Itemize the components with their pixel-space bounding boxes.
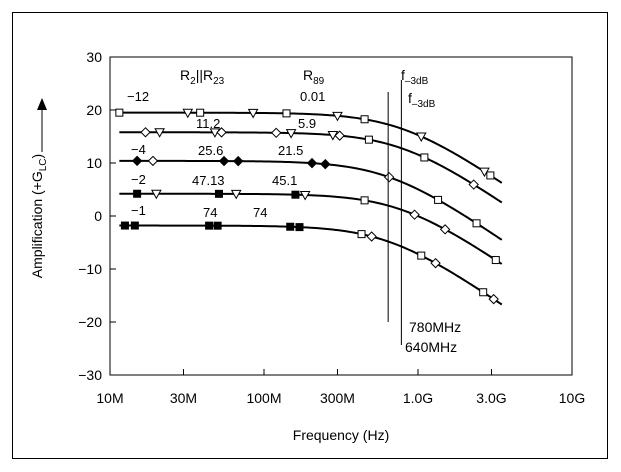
x-tick-label-1: 30M	[170, 390, 197, 406]
series-line-3	[119, 192, 503, 265]
marker-s0-3	[247, 108, 259, 119]
x-tick-label-2: 100M	[246, 390, 281, 406]
marker-s1-4	[270, 127, 282, 139]
y-tick-label-2: 10	[86, 155, 102, 171]
marker-s4-5	[295, 223, 304, 232]
marker-s1-3	[216, 127, 227, 138]
marker-s0-6	[360, 115, 369, 124]
x-tick-label-6: 10G	[559, 390, 585, 406]
marker-s4-2	[205, 221, 214, 230]
marker-s2-8	[472, 219, 481, 228]
marker-s3-9	[491, 256, 500, 265]
marker-s0-1	[196, 108, 205, 117]
marker-s0-9	[486, 171, 495, 180]
r2-value-3: 47.13	[192, 173, 225, 188]
marker-s2-4	[306, 157, 318, 169]
marker-s4-9	[430, 257, 441, 269]
y-tick-label-4: −10	[78, 261, 102, 277]
marker-s4-4	[286, 222, 295, 231]
marker-s3-0	[133, 189, 142, 198]
marker-s2-5	[320, 158, 331, 170]
marker-s4-3	[213, 221, 222, 230]
marker-s4-0	[120, 221, 129, 230]
y-axis-label: Amplification (+GLC)	[29, 154, 49, 278]
r2-value-2: 25.6	[198, 143, 223, 158]
series-markers	[115, 108, 500, 305]
r89-value-1: 5.9	[298, 116, 316, 131]
marker-s4-10	[479, 288, 488, 297]
gain-label-2: −4	[131, 142, 146, 157]
marker-s1-8	[364, 135, 373, 144]
marker-s3-6	[360, 196, 369, 205]
series-line-4	[119, 224, 503, 306]
marker-s1-1	[154, 128, 165, 138]
x-tick-label-4: 1.0G	[403, 390, 433, 406]
plot-area: 30 20 10 0 −10 −20 −30 10M 30M 100M 300M 1.0G 3.0G 10…	[29, 49, 585, 443]
marker-s4-8	[417, 251, 426, 260]
marker-s0-2	[182, 108, 194, 119]
f3db-label-640: f–3dB	[408, 90, 436, 110]
marker-s3-5	[299, 191, 311, 201]
marker-s2-2	[218, 155, 230, 167]
r89-value-3: 45.1	[272, 173, 297, 188]
marker-s3-3	[230, 189, 242, 200]
x-tick-label-3: 300M	[320, 390, 355, 406]
marker-s4-1	[130, 221, 139, 230]
marker-s2-1	[147, 155, 159, 167]
marker-s0-4	[282, 109, 291, 118]
r89-value-4: 74	[253, 205, 267, 220]
y-tick-label-0: 30	[86, 49, 102, 65]
r89-value-2: 21.5	[278, 143, 303, 158]
x-tick-label-0: 10M	[96, 390, 123, 406]
marker-s2-0	[131, 155, 143, 167]
header-r2-r23: R2||R23	[180, 67, 225, 87]
r89-value-0: 0.01	[300, 89, 325, 104]
r2-value-4: 74	[203, 205, 217, 220]
r2-value-1: 11.2	[196, 116, 220, 131]
y-tick-label-1: 20	[86, 102, 102, 118]
y-tick-label-5: −20	[78, 314, 102, 330]
plot-border	[109, 56, 573, 376]
series-line-1	[119, 131, 503, 204]
f3db-value-780: 780MHz	[409, 319, 461, 335]
marker-s4-7	[366, 231, 377, 242]
header-r89: R89	[303, 67, 325, 87]
y-axis-arrow-head	[37, 98, 47, 110]
series-line-0	[119, 111, 503, 184]
marker-s0-5	[332, 111, 343, 122]
gain-label-4: −1	[131, 203, 146, 218]
y-tick-label-6: −30	[78, 367, 102, 383]
marker-s3-2	[214, 189, 223, 198]
x-axis-label: Frequency (Hz)	[293, 427, 389, 443]
y-tick-label-3: 0	[94, 208, 102, 224]
gain-label-0: −12	[127, 89, 149, 104]
f3db-value-640: 640MHz	[405, 339, 457, 355]
marker-s2-6	[383, 171, 395, 183]
marker-s1-10	[468, 179, 479, 190]
marker-s2-7	[434, 195, 443, 204]
marker-s0-0	[115, 108, 124, 117]
chart-frame	[12, 12, 608, 459]
marker-s3-4	[291, 190, 300, 199]
marker-s3-1	[151, 189, 162, 200]
marker-s3-7	[409, 209, 420, 220]
series-curves	[119, 111, 503, 306]
annotations: f–3dB f–3dB 780MHz 640MHz R2||R23 R89 −12 0.01 1…	[127, 67, 461, 355]
marker-s3-8	[439, 224, 451, 235]
marker-s4-6	[357, 230, 366, 239]
marker-s4-11	[488, 293, 499, 305]
marker-s1-0	[140, 127, 151, 138]
marker-s1-7	[334, 130, 345, 141]
marker-s0-7	[415, 132, 427, 142]
x-tick-label-5: 3.0G	[476, 390, 506, 406]
marker-s2-3	[232, 155, 244, 167]
marker-s1-5	[285, 129, 297, 139]
f3db-label-780: f–3dB	[401, 67, 429, 87]
marker-s1-9	[420, 153, 429, 162]
gain-label-3: −2	[131, 172, 146, 187]
